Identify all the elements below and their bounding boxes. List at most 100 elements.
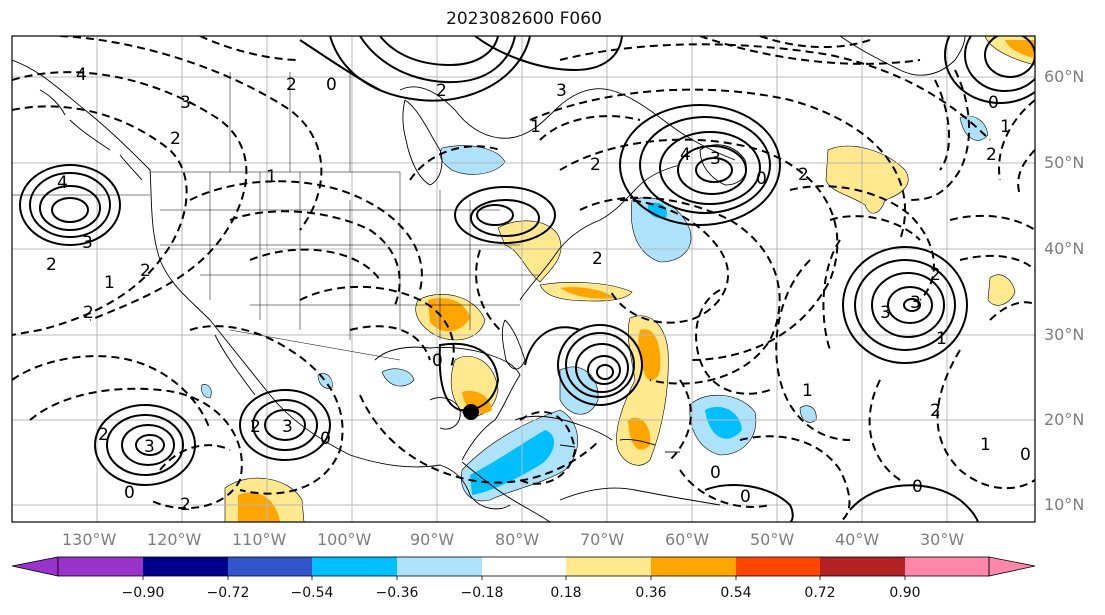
- contour-line: [529, 88, 906, 241]
- cool-anomaly: [201, 384, 212, 399]
- contour-line: [199, 36, 301, 61]
- contour-label: 3: [880, 303, 891, 323]
- contour-line: [252, 399, 318, 451]
- contour-label: 2: [930, 401, 941, 421]
- lat-label: 30°N: [1044, 325, 1085, 344]
- colorbar-tick-label: 0.54: [720, 585, 752, 601]
- contour-line: [12, 355, 211, 431]
- contour-line: [519, 410, 577, 485]
- colorbar-segment: [228, 557, 312, 576]
- colorbar-tick-label: 0.36: [635, 585, 667, 601]
- contour-line: [454, 186, 556, 244]
- south-america-coast: [559, 487, 721, 506]
- colorbar-over: [988, 556, 1036, 577]
- contour-label: 2: [798, 165, 809, 185]
- colorbar-segment: [58, 557, 143, 576]
- greenland: [839, 36, 966, 76]
- contour-line: [695, 157, 733, 183]
- contour-line: [559, 138, 839, 361]
- contour-label: 0: [988, 93, 999, 113]
- map-frame: [11, 35, 1036, 523]
- contour-label: 2: [592, 249, 603, 269]
- contour-line: [964, 36, 1035, 92]
- contour-line: [239, 389, 331, 461]
- warm-anomaly: [638, 329, 661, 381]
- contour-line: [587, 355, 621, 385]
- colorbar-tick-label: −0.90: [121, 585, 165, 601]
- contour-label: 3: [282, 417, 293, 437]
- colorbar-tick-label: 0.90: [889, 585, 921, 601]
- colorbar-segment: [566, 557, 651, 576]
- contour-label: 2: [930, 265, 941, 285]
- contour-label: 2: [83, 303, 94, 323]
- cuba: [514, 415, 613, 441]
- contour-label: 1: [104, 273, 115, 293]
- contour-label: 0: [1020, 445, 1031, 465]
- contour-line: [903, 298, 921, 312]
- contour-label: 2: [250, 417, 261, 437]
- colorbar-segment: [651, 557, 736, 576]
- colorbar-tick-label: −0.18: [460, 585, 504, 601]
- contour-line: [249, 248, 381, 281]
- contour-line: [379, 36, 499, 67]
- lat-label: 10°N: [1044, 495, 1085, 514]
- contour-label: 1: [1000, 117, 1011, 137]
- colorbar-segment: [397, 557, 482, 576]
- contour-label: 2: [436, 81, 447, 101]
- contour-line: [559, 43, 991, 141]
- contour-label: 3: [910, 293, 921, 313]
- colorbar-segment: [736, 557, 820, 576]
- colorbar-tick-label: 0.18: [550, 585, 582, 601]
- contour-line: [19, 164, 121, 246]
- contour-line: [474, 36, 623, 72]
- contour-label: 2: [986, 145, 997, 165]
- contour-label: 0: [912, 477, 923, 497]
- contour-line: [619, 104, 781, 226]
- contour-line: [936, 349, 1035, 490]
- contour-line: [575, 343, 629, 393]
- contour-line: [789, 185, 935, 301]
- contour-line: [984, 36, 1035, 78]
- colorbar-tick-label: −0.72: [206, 585, 250, 601]
- contour-line: [476, 204, 514, 226]
- contour-label: 1: [266, 167, 277, 187]
- contour-line: [299, 39, 381, 91]
- dashed-contours: [12, 36, 1035, 522]
- contour-line: [359, 36, 516, 84]
- contour-label: 0: [740, 487, 751, 507]
- contour-label: 4: [76, 65, 87, 85]
- contour-line: [871, 272, 945, 338]
- contour-label: 1: [530, 117, 541, 137]
- contour-line: [264, 409, 306, 441]
- contour-label: 4: [57, 173, 68, 193]
- jamaica: [559, 444, 576, 448]
- contour-label: 2: [170, 129, 181, 149]
- colorbar-tick-label: 0.72: [804, 585, 836, 601]
- lat-label: 60°N: [1044, 67, 1085, 86]
- contour-label: 3: [556, 81, 567, 101]
- cool-anomaly: [705, 406, 742, 439]
- contour-line: [299, 285, 455, 371]
- alaska-islands: [39, 89, 143, 181]
- contour-line: [949, 214, 1035, 231]
- colorbar-segment: [820, 557, 905, 576]
- contour-label: 4: [680, 145, 691, 165]
- contour-line: [121, 424, 175, 466]
- contour-line: [1017, 149, 1035, 196]
- contour-line: [822, 239, 841, 351]
- warm-anomaly: [560, 287, 615, 299]
- contour-line: [998, 99, 1035, 181]
- colorbar-tick-label: −0.54: [290, 585, 334, 601]
- contour-line: [854, 259, 956, 351]
- lon-label: 120°W: [147, 530, 202, 549]
- contour-label: 2: [140, 261, 151, 281]
- warm-anomaly: [428, 298, 470, 332]
- hudson-bay: [402, 99, 443, 186]
- lon-label: 30°W: [920, 530, 965, 549]
- lat-label: 20°N: [1044, 410, 1085, 429]
- newfoundland: [699, 144, 747, 186]
- colorbar-segment: [482, 557, 566, 576]
- colorbar: [11, 556, 1036, 580]
- colorbar-tick-label: −0.36: [375, 585, 419, 601]
